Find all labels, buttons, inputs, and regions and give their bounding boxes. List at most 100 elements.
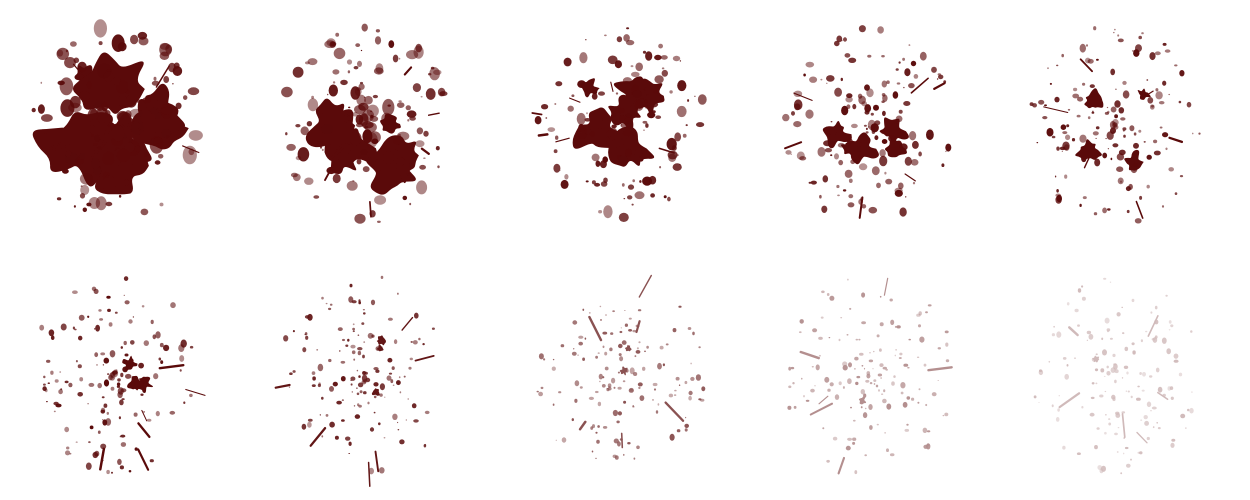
splatter-droplet xyxy=(373,67,384,75)
splatter-droplet xyxy=(900,391,904,395)
splatter-droplet xyxy=(109,372,116,381)
splatter-droplet xyxy=(101,396,105,399)
splatter-droplet xyxy=(1057,408,1060,412)
splatter-blob xyxy=(625,344,632,352)
splatter-droplet xyxy=(290,172,298,178)
splatter-droplet xyxy=(553,163,561,173)
splatter-droplet xyxy=(534,116,542,125)
splatter-droplet xyxy=(437,165,440,169)
splatter-droplet xyxy=(861,101,867,107)
splatter-droplet xyxy=(814,385,816,387)
splatter-droplet xyxy=(630,65,634,68)
splatter-stage-4 xyxy=(782,25,952,219)
splatter-droplet xyxy=(899,352,903,356)
splatter-droplet xyxy=(103,71,114,82)
splatter-droplet xyxy=(596,439,600,444)
splatter-droplet xyxy=(68,382,73,388)
splatter-droplet xyxy=(1092,110,1094,113)
splatter-droplet xyxy=(607,127,618,141)
splatter-droplet xyxy=(175,102,182,110)
splatter-droplet xyxy=(69,453,72,455)
splatter-droplet xyxy=(1056,146,1060,151)
splatter-droplet xyxy=(918,151,922,157)
splatter-droplet xyxy=(1174,64,1178,67)
splatter-droplet xyxy=(329,386,334,392)
splatter-droplet xyxy=(842,386,845,389)
splatter-droplet xyxy=(605,314,607,316)
splatter-droplet xyxy=(78,91,91,102)
splatter-streak xyxy=(374,450,380,473)
splatter-droplet xyxy=(415,43,423,53)
splatter-droplet xyxy=(94,450,100,457)
splatter-droplet xyxy=(1168,167,1174,172)
splatter-droplet xyxy=(617,371,620,374)
splatter-droplet xyxy=(318,382,321,386)
splatter-droplet xyxy=(863,367,866,370)
splatter-droplet xyxy=(128,319,133,324)
splatter-droplet xyxy=(919,336,925,343)
splatter-droplet xyxy=(1077,96,1084,102)
splatter-droplet xyxy=(82,207,88,213)
splatter-droplet xyxy=(1113,363,1117,366)
splatter-droplet xyxy=(374,36,382,45)
splatter-droplet xyxy=(672,328,677,333)
splatter-droplet xyxy=(161,128,172,139)
splatter-droplet xyxy=(409,202,412,206)
splatter-droplet xyxy=(624,148,633,157)
splatter-droplet xyxy=(609,129,616,134)
splatter-droplet xyxy=(926,430,931,433)
splatter-droplet xyxy=(851,123,858,129)
splatter-droplet xyxy=(578,341,583,346)
splatter-droplet xyxy=(1146,184,1150,189)
splatter-droplet xyxy=(98,309,102,312)
splatter-streak xyxy=(403,66,413,76)
splatter-droplet xyxy=(1149,375,1153,378)
splatter-droplet xyxy=(889,453,895,457)
splatter-droplet xyxy=(1190,330,1193,333)
splatter-droplet xyxy=(288,386,291,388)
splatter-droplet xyxy=(817,147,826,157)
splatter-droplet xyxy=(894,325,897,328)
splatter-droplet xyxy=(662,363,666,367)
splatter-droplet xyxy=(1064,174,1068,179)
splatter-droplet xyxy=(865,131,869,134)
splatter-droplet xyxy=(882,110,886,116)
splatter-blob xyxy=(305,98,356,148)
splatter-droplet xyxy=(97,146,102,150)
splatter-droplet xyxy=(636,347,639,350)
splatter-blob xyxy=(619,366,628,376)
splatter-droplet xyxy=(1061,151,1063,152)
splatter-droplet xyxy=(1108,422,1112,426)
splatter-droplet xyxy=(346,180,358,191)
splatter-droplet xyxy=(1112,397,1116,402)
splatter-droplet xyxy=(618,371,620,373)
splatter-droplet xyxy=(1120,117,1126,121)
splatter-droplet xyxy=(125,94,137,108)
splatter-droplet xyxy=(1110,127,1116,134)
splatter-droplet xyxy=(1110,157,1113,161)
splatter-streak xyxy=(858,196,864,219)
splatter-droplet xyxy=(64,57,76,69)
splatter-droplet xyxy=(391,184,395,187)
splatter-droplet xyxy=(152,334,157,340)
splatter-droplet xyxy=(1125,390,1128,392)
splatter-droplet xyxy=(668,393,674,398)
splatter-droplet xyxy=(618,343,623,349)
splatter-droplet xyxy=(881,100,885,103)
splatter-blob xyxy=(1084,88,1104,109)
splatter-droplet xyxy=(373,411,376,414)
splatter-droplet xyxy=(103,357,110,364)
splatter-droplet xyxy=(1104,317,1110,324)
splatter-droplet xyxy=(661,67,665,70)
splatter-streak xyxy=(274,383,291,389)
splatter-droplet xyxy=(863,124,867,127)
splatter-droplet xyxy=(607,55,618,65)
splatter-droplet xyxy=(1085,57,1091,64)
splatter-droplet xyxy=(189,345,194,349)
splatter-droplet xyxy=(53,401,59,406)
splatter-droplet xyxy=(366,104,379,118)
splatter-droplet xyxy=(345,344,349,347)
splatter-droplet xyxy=(1051,135,1056,139)
splatter-droplet xyxy=(361,322,365,325)
splatter-droplet xyxy=(304,332,308,336)
